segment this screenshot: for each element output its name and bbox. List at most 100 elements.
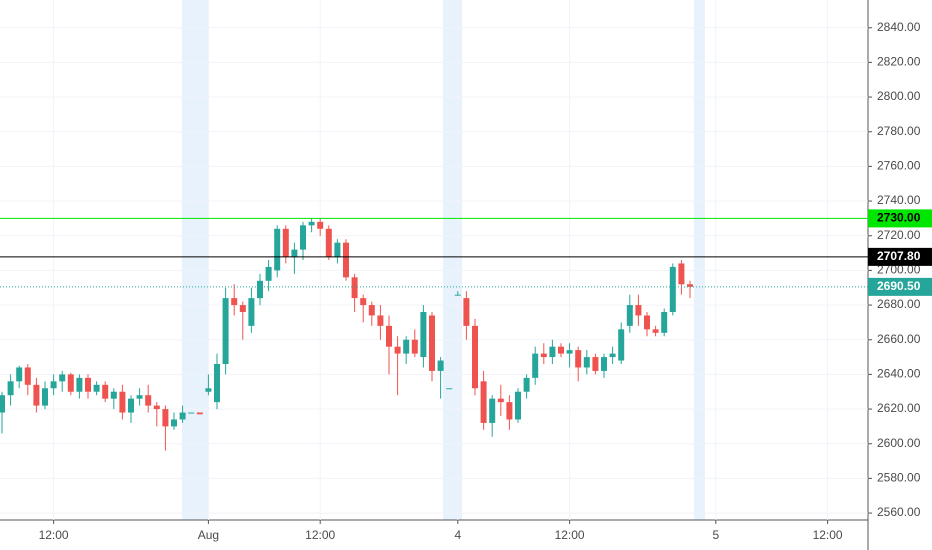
candle-body	[575, 350, 582, 368]
candle-body	[231, 298, 238, 306]
candle-body	[153, 405, 160, 410]
price-label: 2690.50	[877, 279, 921, 293]
y-tick-label: 2760.00	[877, 159, 921, 173]
y-tick-label: 2660.00	[877, 332, 921, 346]
candle-body	[110, 391, 117, 399]
candle-body	[179, 412, 186, 420]
y-tick-label: 2680.00	[877, 297, 921, 311]
candle-body	[644, 315, 650, 330]
candle-body	[403, 339, 410, 354]
x-tick-label: Aug	[198, 528, 219, 542]
candle-body	[454, 294, 461, 296]
candle-body	[265, 266, 272, 281]
candle-body	[16, 367, 23, 382]
x-tick-label: 12:00	[305, 528, 335, 542]
candle-body	[463, 298, 470, 326]
candle-body	[282, 228, 289, 257]
candle-body	[42, 388, 48, 406]
candle-body	[300, 225, 306, 250]
candle-body	[0, 395, 5, 413]
price-label-box	[868, 277, 932, 296]
candle-body	[437, 360, 444, 371]
candle-body	[205, 388, 212, 392]
candle-body	[626, 305, 633, 326]
y-tick-label: 2700.00	[877, 263, 921, 277]
candle-body	[549, 346, 556, 358]
price-label-box	[868, 247, 932, 266]
candle-body	[214, 364, 220, 403]
candle-body	[609, 353, 616, 358]
candle-body	[222, 298, 229, 364]
candle-body	[308, 221, 315, 226]
candle-body	[343, 242, 349, 278]
candle-body	[386, 325, 392, 347]
candle-body	[523, 377, 530, 392]
candle-body	[480, 381, 487, 423]
candle-body	[102, 384, 109, 399]
candle-body	[317, 221, 324, 229]
candle-body	[24, 367, 31, 385]
candle-body	[50, 381, 57, 389]
x-tick-label: 12:00	[813, 528, 843, 542]
candle-body	[145, 395, 152, 406]
candle-body	[67, 374, 74, 392]
candle-body	[446, 388, 453, 390]
candle-body	[128, 398, 134, 413]
price-label: 2730.00	[877, 211, 921, 225]
x-tick-label: 5	[712, 528, 719, 542]
session-band	[694, 0, 705, 520]
candle-body	[420, 312, 427, 358]
candle-body	[592, 357, 599, 371]
candle-body	[558, 346, 564, 354]
y-tick-label: 2820.00	[877, 55, 921, 69]
price-label-box	[868, 209, 932, 228]
candle-body	[635, 305, 642, 316]
y-tick-label: 2600.00	[877, 436, 921, 450]
x-tick-label: 4	[454, 528, 461, 542]
y-tick-label: 2740.00	[877, 193, 921, 207]
candle-body	[368, 305, 375, 316]
candle-body	[661, 312, 668, 333]
candle-body	[669, 266, 676, 312]
candle-body	[394, 346, 401, 354]
candle-body	[566, 350, 573, 354]
x-tick-label: 12:00	[39, 528, 69, 542]
y-tick-label: 2780.00	[877, 124, 921, 138]
candle-body	[162, 409, 169, 427]
candle-body	[119, 391, 126, 413]
y-tick-label: 2580.00	[877, 471, 921, 485]
candle-body	[257, 280, 263, 299]
candle-body	[33, 384, 40, 406]
candle-body	[291, 249, 298, 257]
y-tick-label: 2800.00	[877, 89, 921, 103]
y-tick-label: 2840.00	[877, 20, 921, 34]
candle-body	[325, 228, 332, 257]
candle-body	[7, 381, 14, 396]
candle-body	[411, 339, 418, 354]
candle-body	[540, 353, 547, 358]
candle-body	[618, 329, 625, 361]
y-tick-label: 2640.00	[877, 367, 921, 381]
candle-body	[652, 329, 659, 333]
x-tick-label: 12:00	[555, 528, 585, 542]
candle-body	[601, 357, 607, 371]
y-tick-label: 2620.00	[877, 401, 921, 415]
candle-body	[472, 325, 478, 389]
candle-body	[377, 315, 384, 326]
session-bands	[182, 0, 705, 520]
candle-body	[274, 228, 281, 271]
candle-body	[506, 402, 513, 420]
candle-body	[136, 395, 143, 399]
session-band	[182, 0, 209, 520]
candle-body	[239, 305, 246, 312]
candle-body	[687, 284, 693, 287]
candle-body	[59, 374, 66, 382]
candle-body	[351, 277, 358, 299]
candle-body	[583, 357, 590, 368]
y-tick-label: 2560.00	[877, 505, 921, 519]
price-label: 2707.80	[877, 249, 921, 263]
candle-body	[678, 263, 685, 285]
candle-body	[489, 398, 496, 423]
